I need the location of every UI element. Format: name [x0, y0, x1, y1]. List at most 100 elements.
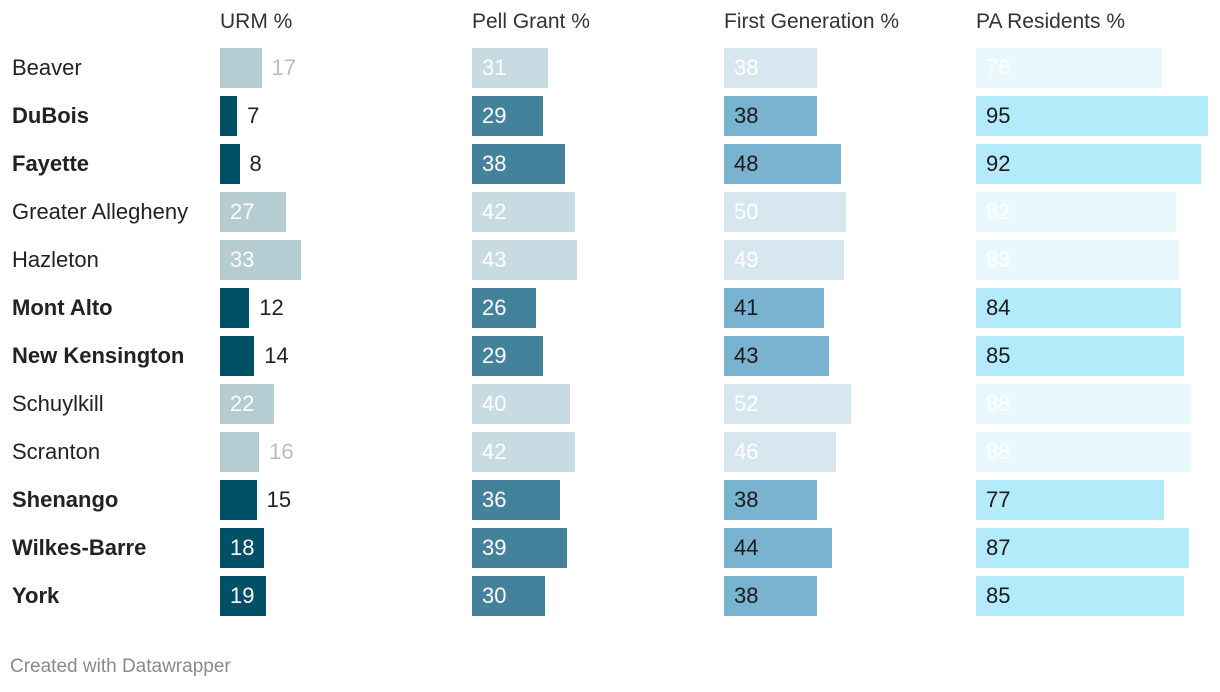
value-label: 88: [986, 391, 1011, 416]
bar: [976, 336, 1184, 376]
bar: [220, 192, 286, 232]
value-label: 85: [986, 583, 1011, 608]
value-label: 22: [230, 391, 255, 416]
bar: [472, 288, 536, 328]
value-label: 18: [230, 535, 255, 560]
bar: [724, 432, 837, 472]
value-label: 38: [734, 583, 759, 608]
value-label: 77: [986, 487, 1011, 512]
row-label: Greater Allegheny: [12, 199, 189, 224]
bar: [976, 528, 1189, 568]
value-label: 49: [734, 247, 759, 272]
bar: [472, 96, 543, 136]
value-label: 38: [734, 55, 759, 80]
bar: [976, 144, 1201, 184]
value-label: 19: [230, 583, 255, 608]
bar: [220, 336, 255, 376]
bar: [724, 336, 829, 376]
row-label: Hazleton: [12, 247, 99, 272]
bar: [472, 384, 570, 424]
row-label: York: [12, 583, 60, 608]
bar: [976, 288, 1182, 328]
row-label: Scranton: [12, 439, 101, 464]
bar: [220, 432, 260, 472]
value-label: 43: [482, 247, 507, 272]
bar: [724, 480, 817, 520]
bar: [724, 144, 842, 184]
column-header-first-generation: First Generation %: [724, 10, 900, 33]
value-label: 29: [482, 343, 507, 368]
row-label: Beaver: [12, 55, 82, 80]
column-header-pa-residents: PA Residents %: [976, 10, 1126, 33]
value-label: 48: [734, 151, 759, 176]
column-header-urm: URM %: [220, 10, 293, 33]
bar: [976, 192, 1177, 232]
value-label: 76: [986, 55, 1011, 80]
row-label: Shenango: [12, 487, 119, 512]
value-label: 38: [734, 487, 759, 512]
bar: [472, 576, 546, 616]
row-label: New Kensington: [12, 343, 185, 368]
bar: [472, 432, 575, 472]
value-label: 88: [986, 439, 1011, 464]
value-label: 26: [482, 295, 507, 320]
value-label: 12: [259, 295, 284, 320]
value-label: 83: [986, 247, 1011, 272]
row-label: DuBois: [12, 103, 89, 128]
bar: [472, 480, 560, 520]
value-label: 44: [734, 535, 759, 560]
value-label: 40: [482, 391, 507, 416]
value-label: 14: [264, 343, 289, 368]
value-label: 46: [734, 439, 759, 464]
column-header-pell-grant: Pell Grant %: [472, 10, 590, 33]
bar: [976, 240, 1179, 280]
row-label: Mont Alto: [12, 295, 113, 320]
value-label: 41: [734, 295, 759, 320]
bar: [976, 384, 1191, 424]
bar: [976, 96, 1208, 136]
footer-credit: Created with Datawrapper: [10, 656, 231, 677]
value-label: 42: [482, 199, 507, 224]
bar: [472, 240, 577, 280]
value-label: 42: [482, 439, 507, 464]
value-label: 87: [986, 535, 1011, 560]
bar: [472, 528, 568, 568]
value-label: 7: [247, 103, 260, 128]
bar: [220, 96, 238, 136]
bar: [220, 528, 264, 568]
bar: [472, 48, 548, 88]
value-label: 33: [230, 247, 255, 272]
value-label: 16: [269, 439, 294, 464]
value-label: 43: [734, 343, 759, 368]
row-label: Wilkes-Barre: [12, 535, 147, 560]
bar: [724, 288, 825, 328]
value-label: 39: [482, 535, 507, 560]
bar: [724, 576, 817, 616]
bar: [220, 288, 250, 328]
bar: [220, 48, 262, 88]
bar: [724, 48, 817, 88]
bar: [472, 192, 575, 232]
bar: [220, 144, 240, 184]
value-label: 38: [734, 103, 759, 128]
bar: [724, 240, 844, 280]
bar: [472, 144, 565, 184]
bar: [976, 48, 1162, 88]
row-label: Fayette: [12, 151, 90, 176]
value-label: 36: [482, 487, 507, 512]
chart: URM % Pell Grant % First Generation % PA Re…: [12, 10, 1208, 616]
bar: [220, 240, 301, 280]
value-label: 82: [986, 199, 1011, 224]
bar: [976, 480, 1164, 520]
bar: [724, 528, 832, 568]
value-label: 31: [482, 55, 507, 80]
value-label: 29: [482, 103, 507, 128]
row-label: Schuylkill: [12, 391, 104, 416]
bar: [976, 576, 1184, 616]
bar: [976, 432, 1191, 472]
value-label: 30: [482, 583, 507, 608]
bar: [220, 384, 274, 424]
value-label: 38: [482, 151, 507, 176]
value-label: 92: [986, 151, 1011, 176]
value-label: 85: [986, 343, 1011, 368]
